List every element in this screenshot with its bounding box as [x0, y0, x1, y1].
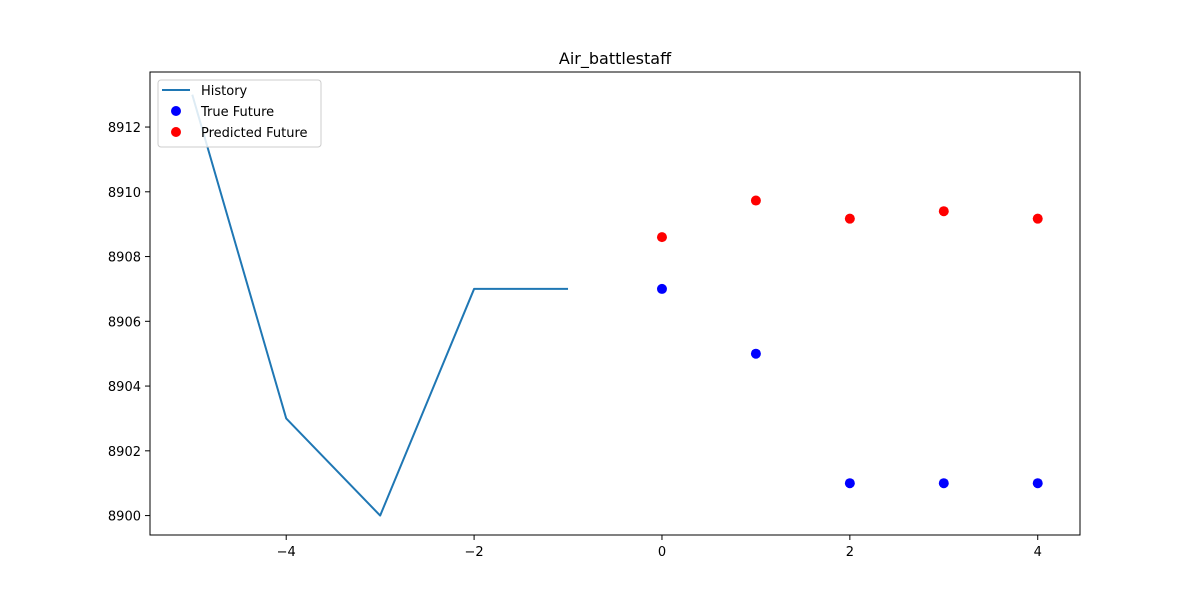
legend-dot-marker [171, 127, 181, 137]
y-tick-label: 8900 [108, 510, 141, 525]
y-tick-label: 8904 [108, 380, 141, 395]
y-tick-label: 8910 [108, 186, 141, 201]
x-tick-label: 0 [658, 545, 666, 560]
series-line-history [191, 94, 569, 517]
legend-box [157, 79, 322, 148]
y-tick-label: 8906 [108, 315, 141, 330]
x-tick-label: −2 [465, 545, 484, 560]
true-future-point [1032, 478, 1043, 489]
true-future-point [938, 478, 949, 489]
predicted-future-point [656, 232, 667, 243]
plot-layer [191, 94, 1043, 517]
legend-label: True Future [200, 105, 274, 120]
x-tick-label: 2 [846, 545, 854, 560]
axes-layer: −4 −2 0 2 4 8900 8902 8904 8906 8908 8910 8912 [108, 71, 1081, 560]
y-tick-label: 8908 [108, 251, 141, 266]
predicted-future-point [844, 213, 855, 224]
true-future-point [750, 348, 761, 359]
true-future-point [656, 283, 667, 294]
y-tick-label: 8912 [108, 121, 141, 136]
chart-title: Air_battlestaff [559, 49, 672, 69]
legend-dot-marker [171, 106, 181, 116]
predicted-future-point [750, 195, 761, 206]
predicted-future-point [938, 206, 949, 217]
legend-label: Predicted Future [201, 126, 308, 141]
x-tick-label: 4 [1034, 545, 1042, 560]
y-tick-label: 8902 [108, 445, 141, 460]
x-tick-label: −4 [277, 545, 296, 560]
predicted-future-point [1032, 213, 1043, 224]
axes-frame [149, 71, 1081, 536]
legend-label: History [201, 84, 248, 99]
legend: History True Future Predicted Future [157, 79, 322, 148]
true-future-point [844, 478, 855, 489]
